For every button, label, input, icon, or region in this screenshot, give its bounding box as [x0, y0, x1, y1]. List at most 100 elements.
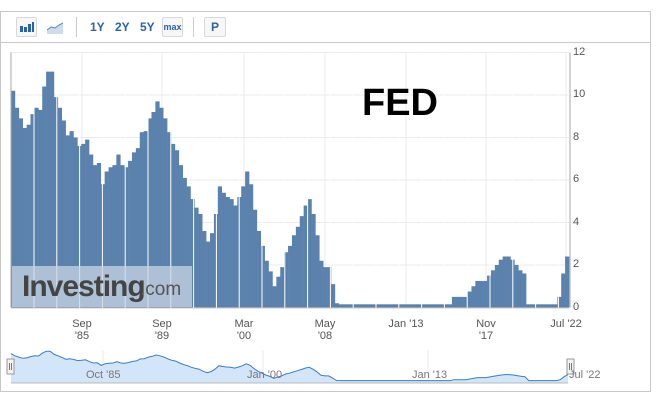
bar — [393, 304, 398, 308]
bar — [311, 214, 316, 308]
bar — [549, 304, 554, 308]
bar — [307, 199, 312, 308]
bar — [315, 235, 320, 308]
line-chart-icon — [46, 22, 64, 34]
bar — [38, 109, 43, 308]
bar — [424, 304, 429, 308]
range-5y-button[interactable]: 5Y — [140, 20, 155, 34]
x-tick-label: Jul '22 — [550, 318, 582, 330]
bar — [241, 186, 246, 308]
bar — [11, 90, 16, 308]
investing-watermark: Investing .com — [12, 266, 192, 307]
bar — [128, 160, 133, 308]
bar — [409, 304, 414, 308]
bar — [522, 273, 527, 308]
bar — [330, 284, 336, 308]
bar — [475, 280, 480, 308]
bar — [412, 304, 418, 308]
x-tick-label: Jan '13 — [388, 318, 424, 330]
toolbar-divider — [193, 17, 194, 37]
navigator-handle[interactable] — [566, 358, 575, 375]
navigator-handle[interactable] — [6, 358, 15, 375]
bar — [526, 304, 531, 308]
bar — [104, 171, 109, 308]
bar — [89, 154, 94, 308]
bar — [108, 167, 113, 308]
x-tick-label: Nov '17 — [476, 318, 496, 342]
bar — [252, 209, 258, 308]
bar — [194, 207, 199, 308]
bar — [206, 241, 211, 308]
bar — [280, 267, 285, 308]
bar — [479, 280, 484, 308]
toolbar-divider — [76, 17, 77, 37]
bar — [124, 167, 129, 308]
y-tick-label: 0 — [573, 300, 580, 313]
bar — [233, 205, 238, 308]
navigator-label: Jan '00 — [247, 369, 283, 381]
bar — [34, 107, 39, 308]
bar — [561, 273, 566, 308]
bar — [444, 304, 449, 308]
bar — [350, 304, 355, 308]
bar — [53, 97, 59, 308]
bar — [69, 131, 74, 308]
navigator-label: Jan '13 — [412, 369, 448, 381]
toolbar: 1Y 2Y 5Y max P — [1, 12, 650, 43]
bar — [467, 291, 472, 308]
bar — [401, 304, 406, 308]
range-2y-button[interactable]: 2Y — [115, 20, 130, 34]
bar — [22, 127, 27, 308]
bar — [342, 304, 347, 308]
bar — [50, 71, 55, 308]
bar — [245, 171, 250, 308]
bar — [249, 184, 254, 308]
bar-chart-button[interactable] — [16, 17, 37, 37]
x-tick-label: Sep '89 — [152, 318, 172, 342]
p-button[interactable]: P — [204, 17, 226, 37]
bar — [362, 304, 367, 308]
bar — [487, 275, 492, 308]
bar — [432, 304, 437, 308]
bar — [518, 270, 523, 308]
bar — [334, 303, 340, 308]
bar — [147, 118, 152, 308]
bar — [428, 304, 433, 308]
y-tick-label: 4 — [573, 215, 580, 228]
bar — [178, 165, 183, 308]
bar — [416, 304, 422, 308]
bar — [30, 114, 35, 308]
bar — [346, 304, 351, 308]
bar — [366, 304, 371, 308]
range-max-button[interactable]: max — [162, 17, 183, 37]
bar — [463, 296, 468, 308]
bar — [303, 205, 308, 308]
bar — [135, 148, 141, 308]
bar — [494, 265, 500, 308]
bar — [61, 120, 66, 308]
bar — [46, 71, 51, 308]
navigator-label: Jul '22 — [569, 369, 601, 381]
bar — [225, 197, 230, 308]
bar — [14, 107, 20, 308]
bar — [120, 165, 125, 308]
navigator-label: Oct '85 — [86, 369, 121, 381]
bar — [502, 256, 507, 308]
bar — [541, 304, 546, 308]
watermark-logo-suffix: .com — [140, 279, 182, 300]
bar — [57, 107, 63, 308]
bar — [545, 304, 550, 308]
range-1y-button[interactable]: 1Y — [90, 20, 105, 34]
bar — [455, 296, 461, 308]
bar — [436, 304, 441, 308]
chart-annotation: FED — [362, 82, 438, 124]
bar — [217, 186, 223, 308]
y-tick-label: 12 — [573, 45, 586, 58]
bar — [272, 286, 277, 308]
line-chart-button[interactable] — [46, 21, 64, 39]
bar — [529, 304, 535, 308]
bar — [381, 304, 386, 308]
bar — [210, 233, 215, 308]
bar — [268, 271, 273, 308]
